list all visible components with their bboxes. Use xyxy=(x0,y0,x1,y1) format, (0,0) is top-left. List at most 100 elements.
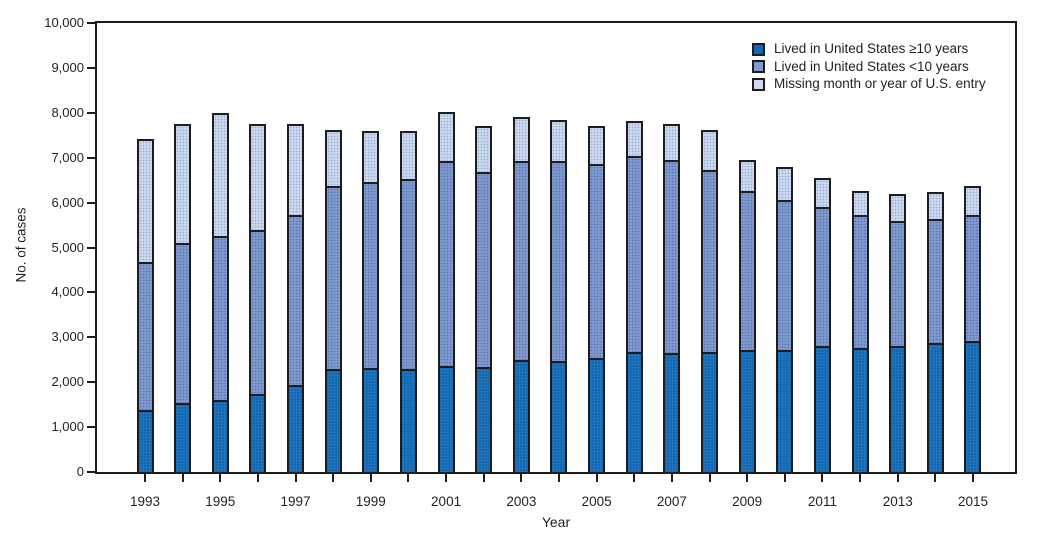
y-tick xyxy=(87,246,95,249)
y-tick-label: 5,000 xyxy=(51,239,84,255)
bar-segment xyxy=(703,351,717,472)
y-tick xyxy=(87,381,95,384)
bar-segment xyxy=(552,360,566,472)
y-tick xyxy=(87,201,95,204)
bar xyxy=(174,123,192,472)
x-tick xyxy=(557,474,560,482)
bar xyxy=(550,119,568,472)
bar-segment xyxy=(966,341,980,472)
bar-segment xyxy=(928,219,942,344)
bar-segment xyxy=(401,369,415,472)
bar-segment xyxy=(251,125,265,230)
bar-segment xyxy=(514,118,528,162)
x-tick xyxy=(746,474,749,482)
bar-segment xyxy=(627,122,641,156)
legend-label: Missing month or year of U.S. entry xyxy=(774,76,986,91)
y-tick-label: 10,000 xyxy=(44,15,84,30)
bar-segment xyxy=(326,369,340,472)
bar-segment xyxy=(514,161,528,360)
bar xyxy=(512,116,530,472)
x-tick xyxy=(633,474,636,482)
bar-segment xyxy=(364,367,378,472)
x-tick-label: 1997 xyxy=(280,494,311,509)
bar-segment xyxy=(326,131,340,186)
bar-segment xyxy=(703,131,717,171)
bar-segment xyxy=(928,343,942,472)
x-tick-label: 2005 xyxy=(581,494,612,509)
x-tick xyxy=(670,474,673,482)
bar-segment xyxy=(176,403,190,472)
y-tick-label: 0 xyxy=(76,464,84,479)
bar-segment xyxy=(514,359,528,472)
bar-segment xyxy=(401,179,415,370)
bar-segment xyxy=(815,207,829,347)
bar-segment xyxy=(477,128,491,173)
bar-segment xyxy=(439,366,453,472)
x-tick xyxy=(971,474,974,482)
x-tick-label: 1995 xyxy=(205,494,236,509)
y-tick-label: 2,000 xyxy=(51,374,84,390)
y-tick xyxy=(87,471,95,473)
x-tick xyxy=(482,474,485,482)
bar-segment xyxy=(401,132,415,180)
x-tick xyxy=(520,474,523,482)
bar-segment xyxy=(289,385,303,472)
bar-segment xyxy=(251,393,265,472)
bar xyxy=(625,120,643,472)
bar-segment xyxy=(815,346,829,472)
bar xyxy=(475,126,493,472)
bar-segment xyxy=(289,125,303,215)
x-tick-label: 1993 xyxy=(129,494,161,509)
bar-segment xyxy=(176,125,190,244)
x-tick-label: 2007 xyxy=(656,494,687,509)
bar-segment xyxy=(364,182,378,368)
x-tick xyxy=(783,474,786,482)
bar-segment xyxy=(928,194,942,220)
y-tick-label: 6,000 xyxy=(51,194,84,210)
bar-segment xyxy=(778,350,792,472)
bar-segment xyxy=(477,172,491,368)
bar xyxy=(964,186,982,472)
x-tick-label: 2011 xyxy=(807,494,837,509)
x-tick xyxy=(294,474,297,482)
legend-item: Missing month or year of U.S. entry xyxy=(752,77,986,91)
y-tick xyxy=(87,111,95,114)
x-tick xyxy=(219,474,222,482)
bar xyxy=(287,123,305,472)
y-tick xyxy=(87,336,95,339)
bar-segment xyxy=(778,200,792,351)
bar-segment xyxy=(590,164,604,358)
x-tick xyxy=(896,474,899,482)
bar-segment xyxy=(627,351,641,472)
x-tick xyxy=(256,474,259,482)
legend-item: Lived in United States ≥10 years xyxy=(752,42,986,56)
bar xyxy=(362,130,380,472)
bar-segment xyxy=(176,243,190,404)
legend: Lived in United States ≥10 years Lived in… xyxy=(752,42,986,95)
x-tick xyxy=(369,474,372,482)
bar-segment xyxy=(853,192,867,215)
bar-segment xyxy=(966,215,980,342)
x-tick xyxy=(407,474,410,482)
bar-segment xyxy=(665,352,679,472)
bar xyxy=(926,192,944,472)
bar xyxy=(663,123,681,472)
x-tick xyxy=(821,474,824,482)
bar-segment xyxy=(627,155,641,352)
bar-segment xyxy=(138,140,152,262)
bar-segment xyxy=(740,349,754,472)
y-tick-label: 1,000 xyxy=(51,419,84,435)
legend-swatch xyxy=(752,77,765,91)
bar-segment xyxy=(853,347,867,472)
y-tick-label: 7,000 xyxy=(51,149,84,165)
bar xyxy=(776,166,794,472)
legend-swatch xyxy=(752,42,765,56)
bar-segment xyxy=(138,261,152,411)
bar-segment xyxy=(439,114,453,162)
bar-segment xyxy=(552,121,566,162)
bar xyxy=(437,112,455,472)
bar-segment xyxy=(439,161,453,367)
bar-segment xyxy=(213,399,227,473)
legend-label: Lived in United States <10 years xyxy=(774,58,969,74)
